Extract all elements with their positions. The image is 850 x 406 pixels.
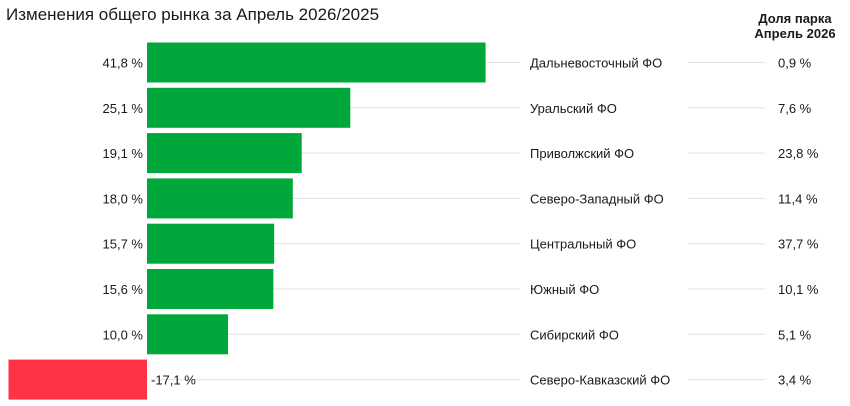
bar [147, 223, 275, 264]
category-label: Южный ФО [530, 282, 599, 297]
value-label: 10,0 % [103, 327, 144, 342]
share-label: 5,1 % [778, 327, 812, 342]
bar [147, 178, 293, 219]
category-label: Приволжский ФО [530, 146, 634, 161]
share-header-line-2: Апрель 2026 [754, 26, 836, 41]
category-label: Уральский ФО [530, 101, 617, 116]
share-label: 23,8 % [778, 146, 819, 161]
category-label: Центральный ФО [530, 237, 636, 252]
share-column-header: Доля парка Апрель 2026 [748, 11, 842, 41]
share-label: 0,9 % [778, 56, 812, 71]
chart-title: Изменения общего рынка за Апрель 2026/20… [6, 5, 380, 24]
share-header-line-1: Доля парка [758, 11, 832, 26]
bar [147, 87, 351, 128]
bar [8, 359, 147, 400]
value-label: 18,0 % [103, 191, 144, 206]
bar [147, 42, 486, 83]
share-label: 7,6 % [778, 101, 812, 116]
bar [147, 133, 302, 174]
share-label: 11,4 % [778, 191, 818, 206]
bar [147, 314, 228, 355]
value-label: 15,6 % [103, 282, 144, 297]
value-label: 15,7 % [103, 237, 144, 252]
bar [147, 269, 274, 309]
value-label: 25,1 % [103, 101, 144, 116]
share-label: 37,7 % [778, 237, 819, 252]
value-label: 19,1 % [103, 146, 144, 161]
category-label: Северо-Западный ФО [530, 191, 664, 206]
category-label: Северо-Кавказский ФО [530, 373, 670, 388]
value-label: -17,1 % [151, 373, 196, 388]
category-label: Дальневосточный ФО [530, 56, 662, 71]
value-label: 41,8 % [103, 56, 144, 71]
share-label: 3,4 % [778, 373, 812, 388]
category-label: Сибирский ФО [530, 327, 619, 342]
share-label: 10,1 % [778, 282, 819, 297]
